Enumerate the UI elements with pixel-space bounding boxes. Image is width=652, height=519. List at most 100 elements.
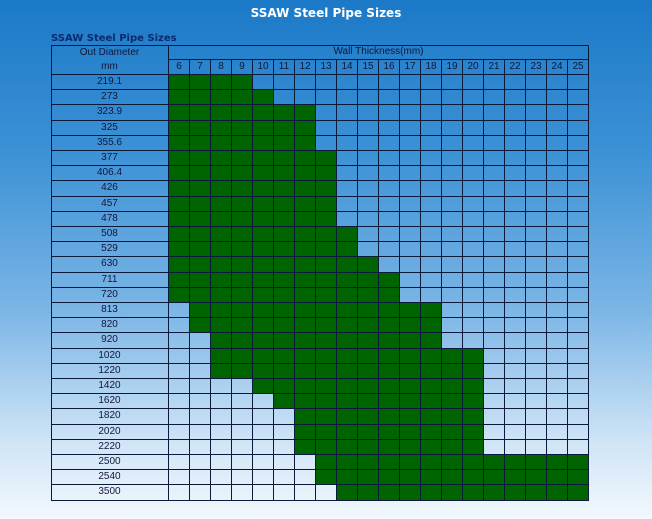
available-cell [358, 303, 379, 319]
unavailable-cell [526, 211, 547, 227]
unavailable-cell [358, 181, 379, 197]
available-cell [316, 227, 337, 243]
page-title: SSAW Steel Pipe Sizes [250, 6, 402, 20]
unavailable-cell [421, 287, 442, 303]
unavailable-cell [379, 75, 400, 91]
available-cell [211, 75, 232, 91]
unavailable-cell [421, 227, 442, 243]
unavailable-cell [484, 227, 505, 243]
unavailable-cell [442, 257, 463, 273]
unavailable-cell [484, 303, 505, 319]
available-cell [232, 181, 253, 197]
available-cell [316, 379, 337, 395]
available-cell [337, 242, 358, 258]
od-label: 406.4 [51, 166, 169, 182]
available-cell [358, 272, 379, 288]
unavailable-cell [190, 379, 211, 395]
available-cell [253, 227, 274, 243]
unavailable-cell [526, 287, 547, 303]
available-cell [316, 196, 337, 212]
unavailable-cell [568, 318, 589, 334]
available-cell [253, 105, 274, 121]
unavailable-cell [547, 272, 568, 288]
unavailable-cell [274, 485, 295, 501]
available-cell [463, 455, 484, 471]
unavailable-cell [505, 257, 526, 273]
available-cell [337, 257, 358, 273]
available-cell [295, 379, 316, 395]
available-cell [316, 455, 337, 471]
unavailable-cell [400, 196, 421, 212]
od-label: 920 [51, 333, 169, 349]
unavailable-cell [442, 166, 463, 182]
available-cell [274, 272, 295, 288]
available-cell [190, 287, 211, 303]
available-cell [526, 455, 547, 471]
od-label: 630 [51, 257, 169, 273]
available-cell [400, 394, 421, 410]
unavailable-cell [337, 151, 358, 167]
available-cell [568, 455, 589, 471]
available-cell [421, 439, 442, 455]
od-label: 1420 [51, 379, 169, 395]
unavailable-cell [421, 151, 442, 167]
available-cell [337, 424, 358, 440]
available-cell [316, 439, 337, 455]
available-cell [379, 363, 400, 379]
unavailable-cell [379, 181, 400, 197]
available-cell [295, 303, 316, 319]
available-cell [568, 470, 589, 486]
unavailable-cell [484, 394, 505, 410]
unavailable-cell [400, 90, 421, 106]
available-cell [232, 196, 253, 212]
unavailable-cell [274, 455, 295, 471]
unavailable-cell [526, 363, 547, 379]
available-cell [316, 272, 337, 288]
available-cell [211, 242, 232, 258]
unavailable-cell [232, 439, 253, 455]
unavailable-cell [400, 272, 421, 288]
available-cell [463, 409, 484, 425]
thickness-label: 8 [211, 60, 232, 75]
available-cell [358, 394, 379, 410]
unavailable-cell [421, 135, 442, 151]
available-cell [421, 455, 442, 471]
unavailable-cell [316, 90, 337, 106]
available-cell [274, 135, 295, 151]
available-cell [295, 181, 316, 197]
unavailable-cell [169, 470, 190, 486]
available-cell [190, 242, 211, 258]
available-cell [253, 135, 274, 151]
available-cell [421, 409, 442, 425]
unavailable-cell [442, 196, 463, 212]
unavailable-cell [211, 394, 232, 410]
unavailable-cell [169, 409, 190, 425]
unavailable-cell [505, 211, 526, 227]
unavailable-cell [442, 272, 463, 288]
thickness-label: 9 [232, 60, 253, 75]
unavailable-cell [505, 196, 526, 212]
available-cell [253, 211, 274, 227]
unavailable-cell [547, 242, 568, 258]
available-cell [421, 303, 442, 319]
unavailable-cell [547, 105, 568, 121]
available-cell [316, 409, 337, 425]
unavailable-cell [274, 424, 295, 440]
available-cell [211, 303, 232, 319]
od-label: 219.1 [51, 75, 169, 91]
unavailable-cell [484, 105, 505, 121]
unavailable-cell [421, 272, 442, 288]
available-cell [568, 485, 589, 501]
unavailable-cell [211, 439, 232, 455]
unavailable-cell [568, 242, 589, 258]
unavailable-cell [337, 181, 358, 197]
thickness-label: 10 [253, 60, 274, 75]
thickness-label: 20 [463, 60, 484, 75]
unavailable-cell [547, 181, 568, 197]
unavailable-cell [211, 455, 232, 471]
unavailable-cell [547, 120, 568, 136]
unavailable-cell [400, 120, 421, 136]
unavailable-cell [253, 75, 274, 91]
od-label: 3500 [51, 485, 169, 501]
unavailable-cell [547, 303, 568, 319]
